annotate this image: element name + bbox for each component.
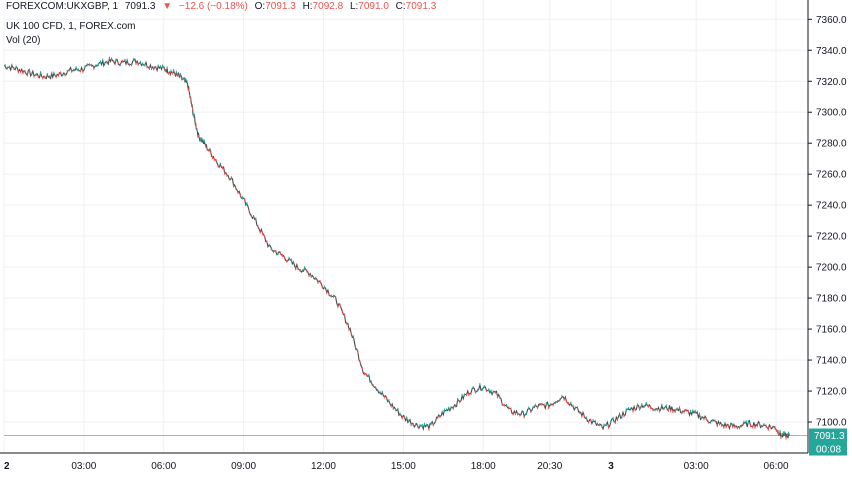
x-tick-label: 18:00 [471,461,496,472]
x-tick-label: 03:00 [71,461,96,472]
x-tick-label: 12:00 [311,461,336,472]
plot-area[interactable] [4,0,808,453]
price-series-line [3,56,790,440]
x-tick-label: 2 [4,461,10,472]
y-tick-label: 7320.0 [816,77,847,88]
y-tick-label: 7240.0 [816,201,847,212]
y-tick-label: 7300.0 [816,108,847,119]
x-tick-label: 06:00 [151,461,176,472]
x-tick-label: 09:00 [231,461,256,472]
y-tick-label: 7220.0 [816,232,847,243]
close-label: C: [395,1,406,12]
y-tick-label: 7160.0 [816,325,847,336]
x-tick-label: 03:00 [684,461,709,472]
symbol-label: FOREXCOM:UKXGBP, 1 [6,1,119,12]
x-tick-label: 20:30 [537,461,562,472]
open-value: 7091.3 [265,1,296,12]
low-label: L: [349,1,359,12]
y-tick-label: 7340.0 [816,46,847,57]
change-value: −12.6 (−0.18%) [178,1,248,12]
y-tick-label: 7260.0 [816,170,847,181]
y-tick-label: 7180.0 [816,294,847,305]
bar-countdown-tag [809,442,847,456]
y-tick-label: 7360.0 [816,15,847,26]
y-tick-label: 7140.0 [816,356,847,367]
current-price-tag-label: 7091.3 [814,431,845,442]
high-label: H: [302,1,313,12]
open-label: O: [254,1,266,12]
x-tick-label: 15:00 [391,461,416,472]
y-tick-label: 7100.0 [816,418,847,429]
x-tick-label: 06:00 [764,461,789,472]
volume-indicator-label[interactable]: Vol (20) [6,35,41,46]
symbol-header: FOREXCOM:UKXGBP, 1 7091.3 ▼ −12.6 (−0.18… [6,1,440,12]
bar-countdown-label: 00:08 [816,444,841,455]
down-arrow-icon: ▼ [162,1,173,12]
last-price: 7091.3 [124,1,156,12]
instrument-title: UK 100 CFD, 1, FOREX.com [6,21,136,32]
x-tick-label: 3 [608,461,614,472]
y-tick-label: 7120.0 [816,387,847,398]
close-value: 7091.3 [405,1,437,12]
current-price-tag [809,428,847,443]
low-value: 7091.0 [358,1,389,12]
y-tick-label: 7280.0 [816,139,847,150]
high-value: 7092.8 [312,1,344,12]
y-tick-label: 7200.0 [816,263,847,274]
